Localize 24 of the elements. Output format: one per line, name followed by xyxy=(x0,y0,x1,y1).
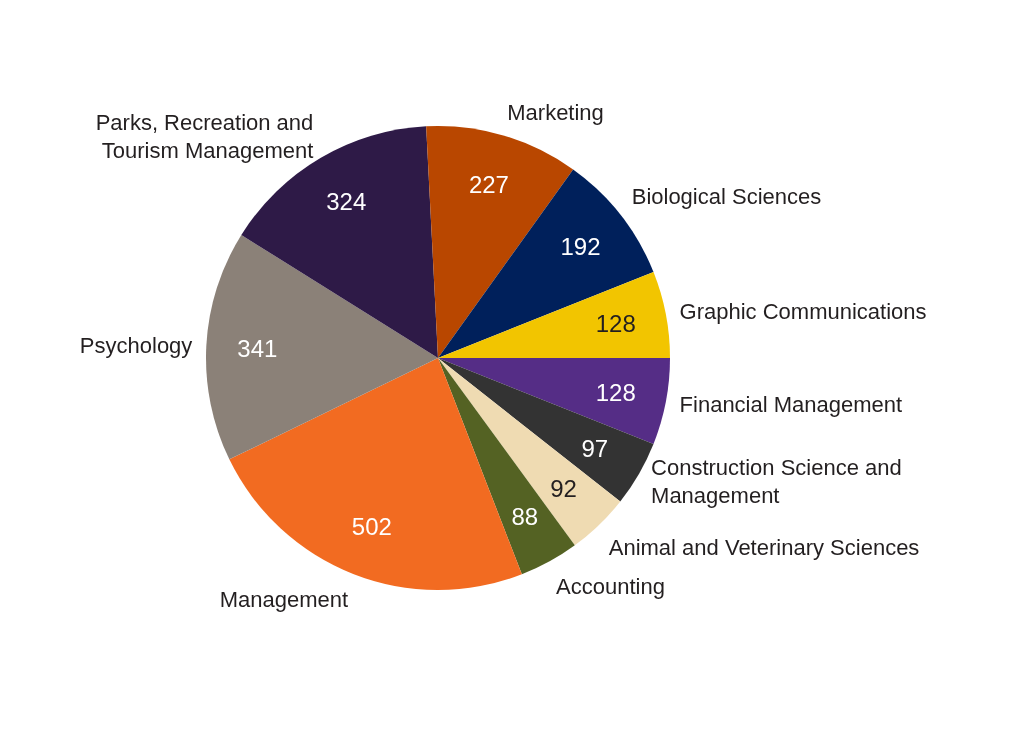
slice-label: Parks, Recreation and Tourism Management xyxy=(95,109,314,163)
data-label: 128 xyxy=(595,310,636,338)
slice-label: Psychology xyxy=(79,332,193,358)
slice-label: Biological Sciences xyxy=(631,184,822,210)
slice-label: Financial Management xyxy=(679,392,903,418)
slice-label: Graphic Communications xyxy=(679,299,927,325)
slice-label: Animal and Veterinary Sciences xyxy=(608,534,920,560)
pie-slice xyxy=(438,272,670,358)
data-label: 227 xyxy=(468,170,509,198)
slice-label: Accounting xyxy=(556,573,665,599)
slice-label: Marketing xyxy=(507,99,604,125)
data-label: 192 xyxy=(560,232,601,260)
pie-slice xyxy=(438,358,654,502)
data-label: 97 xyxy=(581,434,609,462)
data-label: 92 xyxy=(550,474,577,502)
data-label: 128 xyxy=(595,378,636,406)
pie-slice xyxy=(206,234,438,460)
data-label: 324 xyxy=(326,188,367,216)
slice-label: Construction Science and Management xyxy=(651,454,902,508)
data-label: 88 xyxy=(511,503,539,531)
slice-label: Management xyxy=(219,586,349,612)
data-label: 341 xyxy=(237,334,278,362)
data-label: 502 xyxy=(351,512,392,540)
pie-slice xyxy=(438,358,575,575)
